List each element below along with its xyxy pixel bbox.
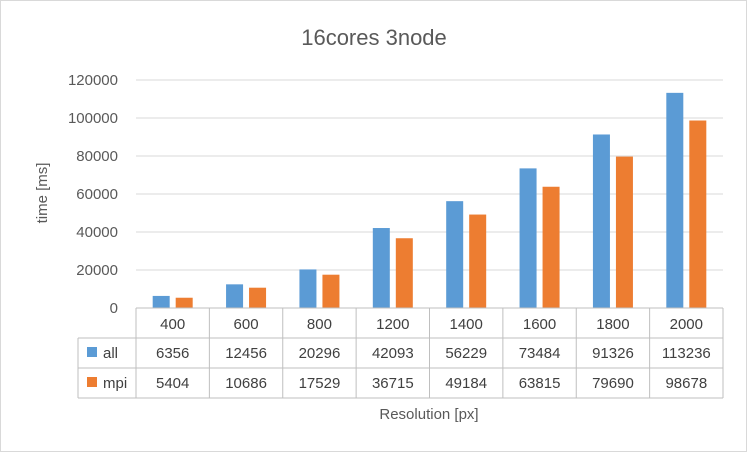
bar-mpi (469, 214, 487, 308)
bar-all (226, 284, 244, 308)
bar-all (446, 201, 464, 308)
y-tick-label: 0 (110, 300, 118, 317)
x-tick-label: 1200 (376, 316, 409, 333)
data-label-mpi: 36715 (372, 375, 414, 392)
bar-layer (152, 92, 707, 309)
data-label-mpi: 79690 (592, 375, 634, 392)
data-label-all: 42093 (372, 345, 414, 362)
data-label-mpi: 63815 (519, 375, 561, 392)
y-tick-label: 80000 (76, 148, 118, 165)
data-label-all: 73484 (519, 345, 561, 362)
data-label-all: 20296 (299, 345, 341, 362)
data-label-all: 56229 (445, 345, 487, 362)
bar-mpi (175, 297, 193, 308)
bar-mpi (542, 186, 560, 308)
bar-mpi (395, 238, 413, 308)
x-tick-label: 2000 (670, 316, 703, 333)
data-label-mpi: 5404 (156, 375, 189, 392)
data-label-mpi: 10686 (225, 375, 267, 392)
legend-swatch-all (87, 347, 97, 357)
y-tick-label: 60000 (76, 186, 118, 203)
x-tick-label: 600 (234, 316, 259, 333)
bar-all (299, 269, 317, 308)
x-tick-label: 800 (307, 316, 332, 333)
y-tick-label: 40000 (76, 224, 118, 241)
y-tick-label: 20000 (76, 262, 118, 279)
data-label-mpi: 98678 (665, 375, 707, 392)
x-tick-label: 1600 (523, 316, 556, 333)
data-table: 400 600 800 1200 1400 1600 1800 2000 all 6356 1245… (77, 307, 724, 399)
legend-swatch-mpi (87, 377, 97, 387)
bar-all (152, 295, 170, 308)
data-label-all: 6356 (156, 345, 189, 362)
data-label-mpi: 17529 (299, 375, 341, 392)
data-label-all: 91326 (592, 345, 634, 362)
data-label-all: 12456 (225, 345, 267, 362)
bar-mpi (249, 287, 267, 308)
y-tick-label: 100000 (68, 110, 118, 127)
y-tick-label: 120000 (68, 72, 118, 89)
bar-mpi (322, 274, 340, 308)
data-label-mpi: 49184 (445, 375, 487, 392)
y-axis-label: time [ms] (34, 163, 51, 224)
x-tick-label: 1400 (450, 316, 483, 333)
bar-all (592, 134, 610, 308)
legend-label-mpi: mpi (103, 375, 127, 392)
bar-mpi (615, 156, 633, 308)
grid-layer: 0 20000 40000 60000 80000 100000 120000 (68, 72, 723, 317)
x-axis-label: Resolution [px] (379, 406, 478, 423)
bar-all (519, 168, 537, 308)
legend-label-all: all (103, 345, 118, 362)
chart-title: 16cores 3node (301, 25, 447, 50)
bar-all (372, 228, 390, 308)
bar-all (666, 92, 684, 309)
bar-mpi (689, 120, 707, 308)
x-tick-label: 400 (160, 316, 185, 333)
data-label-all: 113236 (662, 345, 711, 362)
x-tick-label: 1800 (596, 316, 629, 333)
